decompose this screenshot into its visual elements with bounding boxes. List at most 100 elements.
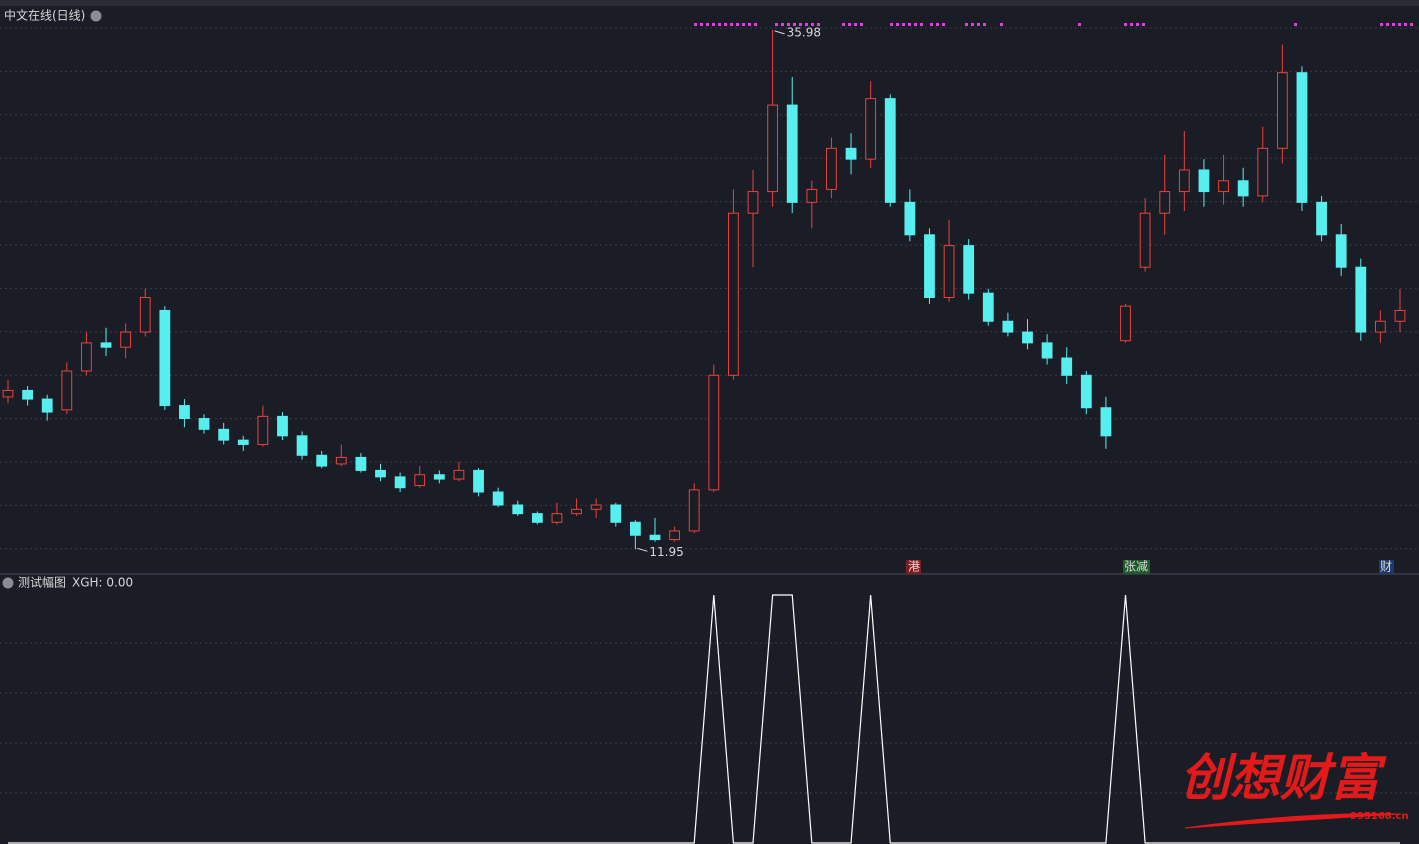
candle-body [1159, 191, 1171, 214]
indicator-line [8, 594, 1400, 844]
candle-body [904, 201, 916, 236]
signal-dot [754, 23, 757, 26]
candle-body [512, 504, 524, 515]
signal-dot [908, 23, 911, 26]
signal-dot [718, 23, 721, 26]
signal-dot [1410, 23, 1413, 26]
candle-body [826, 147, 837, 190]
candle-body [1002, 320, 1014, 333]
candle-body [1237, 180, 1249, 197]
candle-body [433, 474, 445, 480]
candle-body [669, 530, 680, 541]
candle-body [41, 398, 53, 413]
candle-body [767, 104, 779, 193]
candle-body [375, 469, 386, 478]
signal-dot [748, 23, 751, 26]
signal-dot [1130, 23, 1133, 26]
candle-body [531, 513, 543, 523]
signal-dot [736, 23, 739, 26]
toolbar [0, 0, 1419, 6]
signal-dot [1404, 23, 1407, 26]
candle-body [237, 439, 249, 445]
signal-dot [1124, 23, 1127, 26]
signal-dot [1398, 23, 1401, 26]
signal-dot [742, 23, 745, 26]
candle-body [708, 374, 720, 491]
candle-body [806, 188, 818, 203]
candle-body [924, 234, 935, 298]
panel-icon[interactable] [2, 577, 14, 589]
candle-body [1374, 320, 1386, 333]
max-label: 35.98 [787, 25, 821, 39]
candle-body [1080, 374, 1092, 409]
event-label: 港 [908, 560, 920, 574]
signal-dot [914, 23, 917, 26]
candle-body [1276, 72, 1288, 149]
candle-body [786, 104, 798, 203]
candle-body [473, 469, 484, 493]
signal-dot [700, 23, 703, 26]
candle-body [159, 309, 171, 407]
signal-dot [1392, 23, 1395, 26]
candle-body [1022, 331, 1033, 344]
signal-dot [781, 23, 784, 26]
candle-body [845, 147, 857, 160]
candle-body [1041, 342, 1053, 359]
candle-body [22, 389, 34, 400]
candle-body [1100, 407, 1112, 437]
signal-dot [930, 23, 933, 26]
signal-dot [1078, 23, 1081, 26]
candle-body [1218, 180, 1229, 193]
signal-dot [860, 23, 863, 26]
candle-body [649, 534, 661, 541]
watermark-swoosh [1184, 813, 1401, 829]
candle-body [355, 456, 367, 471]
chart-title: 中文在线(日线) [4, 8, 85, 23]
signal-dot [724, 23, 727, 26]
signal-dot [983, 23, 986, 26]
candle-body [884, 98, 896, 203]
candle-body [394, 476, 406, 489]
watermark: 创想财富 995168.cn [1180, 748, 1409, 829]
candle-body [1316, 201, 1327, 236]
panel-title: 测试幅图 [18, 575, 66, 590]
signal-dot [920, 23, 923, 26]
watermark-brand: 创想财富 [1180, 748, 1387, 807]
signal-dot [902, 23, 905, 26]
signal-dot [787, 23, 790, 26]
candle-body [1198, 169, 1210, 193]
signal-dot [942, 23, 945, 26]
candle-body [198, 418, 210, 430]
signal-dot [971, 23, 974, 26]
events: 港 张减 财 [906, 560, 1394, 574]
candle-body [865, 98, 877, 160]
candle-body [100, 342, 112, 348]
candle-body [943, 245, 955, 298]
watermark-site: 995168.cn [1350, 811, 1409, 822]
signal-dot [848, 23, 851, 26]
candle-body [982, 292, 994, 322]
signal-dot [730, 23, 733, 26]
signal-dot [1294, 23, 1297, 26]
signal-dot [817, 23, 820, 26]
event-label: 财 [1380, 560, 1392, 574]
title-icon[interactable] [90, 10, 102, 22]
candle-body [551, 513, 563, 523]
signal-dot [1136, 23, 1139, 26]
indicator-readout: XGH: 0.00 [72, 576, 133, 590]
signal-dot [1380, 23, 1383, 26]
signal-dot [706, 23, 709, 26]
candle-body [1139, 212, 1151, 268]
candle-body [453, 469, 465, 480]
signal-dot [965, 23, 968, 26]
candle-body [316, 454, 328, 467]
candle-body [335, 456, 347, 465]
candle-body [120, 331, 132, 348]
candle-body [629, 521, 641, 536]
signal-dot [977, 23, 980, 26]
signal-dot [805, 23, 808, 26]
event-tag [906, 560, 921, 574]
signal-dot [799, 23, 802, 26]
signal-dot [1000, 23, 1003, 26]
